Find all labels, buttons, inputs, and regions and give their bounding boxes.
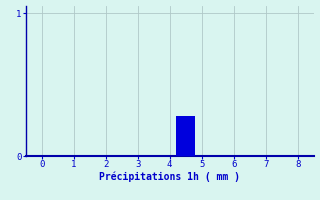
- Bar: [176, 116, 195, 156]
- X-axis label: Précipitations 1h ( mm ): Précipitations 1h ( mm ): [99, 172, 240, 182]
